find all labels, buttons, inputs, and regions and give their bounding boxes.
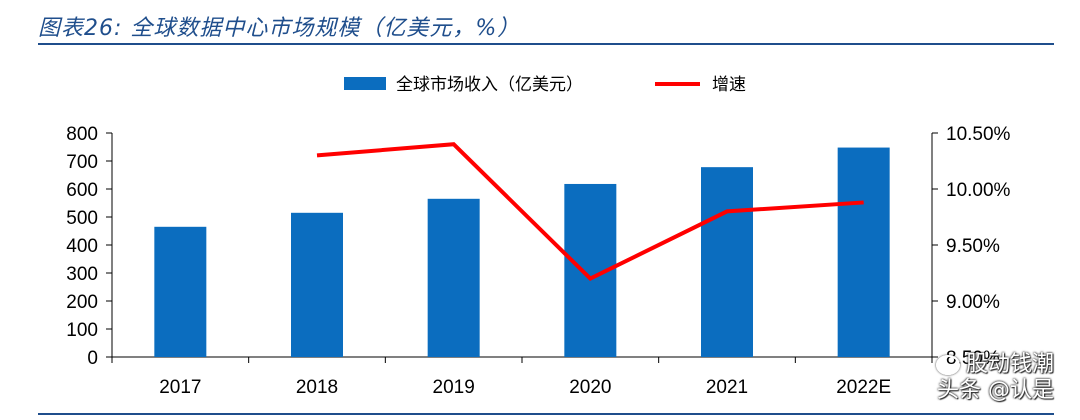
bottom-divider (38, 413, 1054, 415)
right-axis-tick-label: 9.00% (946, 292, 1000, 313)
right-axis-tick-label: 9.50% (946, 236, 1000, 257)
growth-line-series (316, 142, 864, 282)
left-axis-tick-label: 0 (87, 348, 98, 369)
bar-2018 (291, 212, 343, 357)
x-axis-tick-label: 2018 (296, 377, 338, 398)
watermark: 股动钱潮 头条 @认是 (935, 352, 1054, 404)
x-axis-tick-label: 2022E (836, 377, 891, 398)
x-axis-tick-label: 2021 (706, 377, 748, 398)
tick-labels: 01002003004005006007008008.50%9.00%9.50%… (66, 124, 1010, 398)
growth-line (316, 142, 864, 282)
right-axis-tick-label: 10.50% (946, 124, 1011, 145)
title-divider (38, 43, 1054, 45)
x-axis-tick-label: 2017 (159, 377, 201, 398)
left-axis-tick-label: 400 (66, 236, 98, 257)
legend: 全球市场收入（亿美元） 增速 (344, 75, 746, 95)
left-axis-tick-label: 700 (66, 152, 98, 173)
axes (106, 132, 938, 363)
bar-2021 (701, 167, 753, 357)
left-axis-tick-label: 200 (66, 292, 98, 313)
legend-line-label: 增速 (712, 75, 746, 95)
left-axis-tick-label: 800 (66, 124, 98, 145)
right-axis-tick-label: 10.00% (946, 180, 1011, 201)
legend-bar-swatch (344, 77, 386, 90)
bar-series (154, 147, 890, 357)
bar-2017 (154, 226, 207, 357)
left-axis-tick-label: 100 (66, 320, 98, 341)
watermark-line2: 头条 @认是 (937, 378, 1054, 403)
x-axis-tick-label: 2019 (433, 377, 475, 398)
left-axis-tick-label: 500 (66, 208, 98, 229)
wechat-icon (935, 355, 960, 375)
bar-2022E (837, 147, 890, 357)
figure-title: 图表26: 全球数据中心市场规模（亿美元，%） (38, 16, 521, 41)
bar-2019 (427, 198, 480, 357)
left-axis-tick-label: 300 (66, 264, 98, 285)
x-axis-tick-label: 2020 (569, 377, 611, 398)
legend-bar-label: 全球市场收入（亿美元） (396, 75, 583, 95)
watermark-line1: 股动钱潮 (965, 352, 1054, 377)
left-axis-tick-label: 600 (66, 180, 98, 201)
